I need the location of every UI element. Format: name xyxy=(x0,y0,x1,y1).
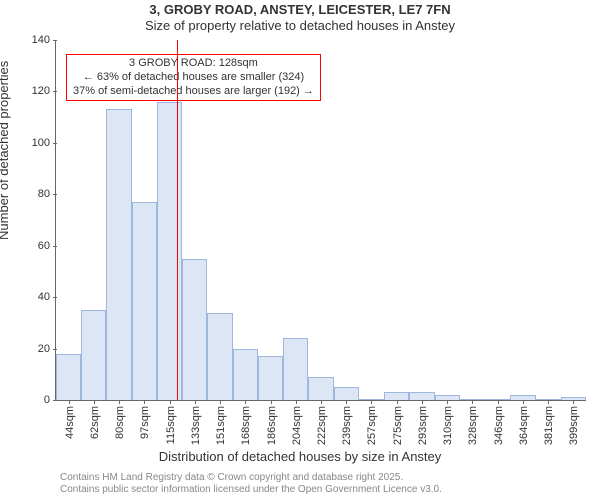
callout-line: 37% of semi-detached houses are larger (… xyxy=(73,85,314,99)
y-tick-label: 60 xyxy=(38,240,56,252)
x-tick-label: 62sqm xyxy=(87,406,101,439)
x-tick-mark xyxy=(271,400,272,404)
x-tick-label: 364sqm xyxy=(516,406,530,445)
attribution-line2: Contains public sector information licen… xyxy=(60,484,442,496)
bar xyxy=(81,310,106,400)
x-tick-mark xyxy=(498,400,499,404)
bar xyxy=(106,109,131,400)
x-tick-label: 381sqm xyxy=(541,406,555,445)
bar xyxy=(334,387,359,400)
x-tick-mark xyxy=(195,400,196,404)
x-tick-mark xyxy=(548,400,549,404)
bar xyxy=(283,338,308,400)
x-tick-mark xyxy=(346,400,347,404)
bar xyxy=(258,356,283,400)
x-tick-mark xyxy=(321,400,322,404)
x-tick-mark xyxy=(245,400,246,404)
x-tick-label: 239sqm xyxy=(339,406,353,445)
x-tick-label: 186sqm xyxy=(264,406,278,445)
bar xyxy=(132,202,157,400)
x-tick-mark xyxy=(523,400,524,404)
x-tick-label: 151sqm xyxy=(213,406,227,445)
marker-line xyxy=(177,40,178,400)
y-tick-label: 120 xyxy=(32,85,56,97)
x-tick-mark xyxy=(296,400,297,404)
y-tick-label: 20 xyxy=(38,343,56,355)
x-tick-label: 257sqm xyxy=(364,406,378,445)
attribution: Contains HM Land Registry data © Crown c… xyxy=(60,472,442,496)
x-tick-label: 133sqm xyxy=(188,406,202,445)
x-tick-label: 293sqm xyxy=(415,406,429,445)
x-tick-mark xyxy=(573,400,574,404)
bar xyxy=(384,392,409,400)
x-tick-mark xyxy=(447,400,448,404)
x-tick-label: 275sqm xyxy=(390,406,404,445)
y-tick-label: 80 xyxy=(38,188,56,200)
title-main: 3, GROBY ROAD, ANSTEY, LEICESTER, LE7 7F… xyxy=(0,2,600,17)
x-tick-mark xyxy=(69,400,70,404)
x-tick-label: 222sqm xyxy=(314,406,328,445)
title-sub: Size of property relative to detached ho… xyxy=(0,18,600,33)
bar xyxy=(308,377,333,400)
y-tick-label: 140 xyxy=(32,34,56,46)
x-tick-label: 346sqm xyxy=(491,406,505,445)
x-tick-mark xyxy=(397,400,398,404)
x-tick-label: 97sqm xyxy=(137,406,151,439)
marker-callout: 3 GROBY ROAD: 128sqm← 63% of detached ho… xyxy=(66,54,321,101)
x-tick-mark xyxy=(94,400,95,404)
x-tick-label: 204sqm xyxy=(289,406,303,445)
y-axis-label: Number of detached properties xyxy=(0,61,11,240)
chart-container: 3, GROBY ROAD, ANSTEY, LEICESTER, LE7 7F… xyxy=(0,0,600,500)
y-tick-label: 100 xyxy=(32,137,56,149)
x-axis-label: Distribution of detached houses by size … xyxy=(0,449,600,464)
y-tick-label: 0 xyxy=(44,394,56,406)
x-tick-label: 44sqm xyxy=(62,406,76,439)
y-tick-label: 40 xyxy=(38,291,56,303)
bar xyxy=(233,349,258,400)
callout-line: ← 63% of detached houses are smaller (32… xyxy=(73,71,314,85)
x-tick-mark xyxy=(371,400,372,404)
attribution-line1: Contains HM Land Registry data © Crown c… xyxy=(60,472,442,484)
x-tick-mark xyxy=(144,400,145,404)
x-tick-label: 310sqm xyxy=(440,406,454,445)
x-tick-mark xyxy=(119,400,120,404)
x-tick-label: 115sqm xyxy=(163,406,177,444)
x-tick-mark xyxy=(220,400,221,404)
plot-area: 3 GROBY ROAD: 128sqm← 63% of detached ho… xyxy=(55,40,586,401)
bar xyxy=(207,313,232,400)
x-tick-label: 399sqm xyxy=(566,406,580,445)
bar xyxy=(409,392,434,400)
x-tick-label: 328sqm xyxy=(465,406,479,445)
bar xyxy=(56,354,81,400)
x-tick-label: 80sqm xyxy=(112,406,126,439)
callout-line: 3 GROBY ROAD: 128sqm xyxy=(73,57,314,71)
x-tick-mark xyxy=(170,400,171,404)
x-tick-label: 168sqm xyxy=(238,406,252,445)
x-tick-mark xyxy=(422,400,423,404)
x-tick-mark xyxy=(472,400,473,404)
bar xyxy=(157,102,182,400)
bar xyxy=(182,259,207,400)
